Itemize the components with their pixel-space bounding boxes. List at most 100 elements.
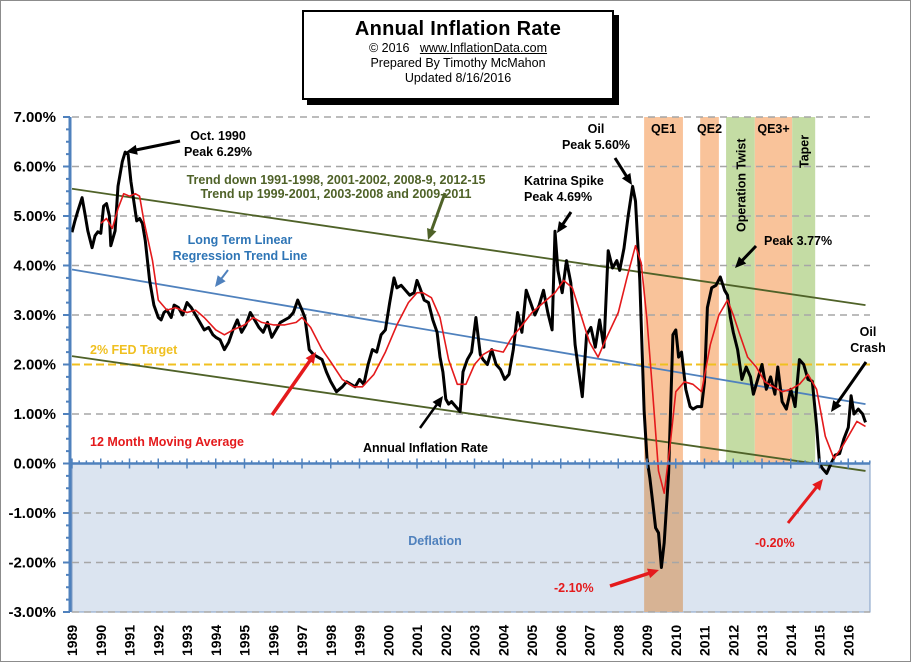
x-tick-label: 1996: [265, 625, 281, 656]
annotation-annual-inflation-rate: Annual Inflation Rate: [363, 441, 488, 455]
x-tick-label: 1995: [237, 625, 253, 656]
arrow-katrina-spike-head: [557, 221, 568, 233]
arrow-oil-peak: [613, 157, 629, 179]
x-tick-label: 2001: [409, 625, 425, 656]
lower-channel-line: [71, 355, 866, 472]
x-tick-label: 1999: [352, 625, 368, 656]
title-box: Annual Inflation Rate © 2016 www.Inflati…: [302, 10, 614, 100]
annotation-oil-peak: Peak 5.60%: [562, 138, 630, 152]
x-tick-label: 1992: [150, 625, 166, 656]
x-tick-label: 2004: [495, 625, 511, 656]
axes-layer: 7.00% 6.00% 5.00% 4.00% 3.00% 2.00% 1.00% 0.00%…: [8, 109, 871, 656]
arrow-oct-1990-peak: [134, 139, 181, 152]
band-qe2: [700, 117, 719, 464]
band-label-taper: Taper: [798, 135, 812, 168]
arrow-oil-crash: [834, 361, 868, 406]
arrow-peak-3-77: [739, 244, 758, 263]
x-tick-label: 2000: [380, 625, 396, 656]
x-tick-label: 1989: [64, 625, 80, 656]
x-tick-label: 2016: [840, 625, 856, 656]
series-moving-average-line: [100, 192, 866, 495]
copyright-line: © 2016 www.InflationData.com: [304, 41, 612, 56]
annotation-oct-1990-peak: Peak 6.29%: [184, 145, 252, 159]
annotation-oct-1990-peak: Oct. 1990: [190, 129, 246, 143]
annotation-trend-periods: Trend up 1999-2001, 2003-2008 and 2009-2…: [200, 187, 471, 201]
x-tick-label: 2009: [639, 625, 655, 656]
annotation-peak-3-77: Peak 3.77%: [764, 234, 832, 248]
y-tick-label: 6.00%: [13, 159, 56, 176]
y-tick-label: 3.00%: [13, 307, 56, 324]
x-tick-label: 2013: [754, 625, 770, 656]
y-tick-label: 1.00%: [13, 406, 56, 423]
band-label-qe1: QE1: [651, 122, 676, 136]
annotation-deflation: Deflation: [408, 534, 461, 548]
annotation-regression-trend-line: Regression Trend Line: [173, 249, 308, 263]
arrow-minus-0-20: [786, 484, 819, 524]
deflation-region: [71, 463, 871, 613]
x-tick-label: 2002: [438, 625, 454, 656]
arrow-annual-inflation-rate-head: [432, 396, 443, 408]
x-tick-label: 2011: [697, 625, 713, 656]
arrow-regression-trend-line-head: [215, 275, 226, 287]
y-tick-label: 0.00%: [13, 456, 56, 473]
x-tick-label: 2012: [725, 625, 741, 656]
y-tick-label: -2.00%: [8, 555, 56, 572]
x-tick-label: 2014: [783, 625, 799, 656]
x-tick-label: 2005: [524, 625, 540, 656]
arrow-oct-1990-peak-head: [126, 144, 138, 155]
arrow-moving-average: [270, 358, 313, 417]
arrow-peak-3-77-head: [735, 256, 747, 268]
x-tick-label: 2015: [812, 625, 828, 656]
regression-trend-line: [71, 268, 866, 405]
x-tick-label: 1997: [294, 625, 310, 656]
band-label-qe3: QE3+: [757, 122, 789, 136]
x-tick-label: 2010: [668, 625, 684, 656]
annotation-fed-target: 2% FED Target: [90, 343, 178, 357]
x-tick-label: 2003: [467, 625, 483, 656]
arrow-oil-peak-head: [621, 173, 632, 185]
series-annual-inflation-line: [70, 150, 867, 569]
regions-layer: [71, 463, 871, 613]
x-tick-label: 1998: [323, 625, 339, 656]
y-tick-label: -1.00%: [8, 505, 56, 522]
chart-title: Annual Inflation Rate: [354, 18, 562, 40]
arrow-trend-channel: [429, 192, 447, 233]
annotation-minus-2-10: -2.10%: [554, 581, 594, 595]
arrow-minus-2-10: [609, 571, 652, 588]
annotation-moving-average: 12 Month Moving Average: [90, 435, 244, 449]
annotation-oil-crash: Crash: [850, 341, 885, 355]
x-tick-label: 1991: [122, 625, 138, 656]
y-tick-label: -3.00%: [8, 604, 56, 621]
website-link[interactable]: www.InflationData.com: [419, 41, 548, 55]
annotation-trend-periods: Trend down 1991-1998, 2001-2002, 2008-9,…: [187, 173, 486, 187]
annotation-katrina-spike: Katrina Spike: [524, 174, 604, 188]
annotations-layer: QE1 QE2 Operation Twist QE3+ Taper Oct. 1990 P…: [90, 122, 886, 595]
annotation-minus-0-20: -0.20%: [755, 536, 795, 550]
annotation-katrina-spike: Peak 4.69%: [524, 190, 592, 204]
upper-channel-line: [71, 187, 866, 306]
updated-date: Updated 8/16/2016: [404, 71, 512, 85]
band-label-qe2: QE2: [697, 122, 722, 136]
annotation-oil-crash: Oil: [860, 325, 877, 339]
x-tick-label: 2007: [582, 625, 598, 656]
arrow-minus-2-10-head: [646, 568, 659, 579]
arrow-katrina-spike: [560, 211, 573, 227]
y-tick-label: 7.00%: [13, 109, 56, 126]
x-tick-label: 1993: [179, 625, 195, 656]
y-tick-label: 2.00%: [13, 357, 56, 374]
band-qe1: [644, 117, 683, 464]
arrow-annual-inflation-rate: [418, 402, 439, 429]
y-tick-label: 5.00%: [13, 208, 56, 225]
bands-layer: [644, 117, 816, 612]
prepared-by: Prepared By Timothy McMahon: [370, 56, 546, 70]
arrow-oil-crash-head: [831, 400, 842, 412]
y-tick-label: 4.00%: [13, 258, 56, 275]
reference-lines-layer: [71, 187, 870, 472]
x-tick-label: 1990: [93, 625, 109, 656]
annotation-regression-trend-line: Long Term Linear: [188, 233, 293, 247]
copyright: © 2016: [368, 41, 410, 55]
x-tick-label: 2006: [553, 625, 569, 656]
annotation-oil-peak: Oil: [588, 122, 605, 136]
arrow-moving-average-head: [305, 352, 316, 364]
